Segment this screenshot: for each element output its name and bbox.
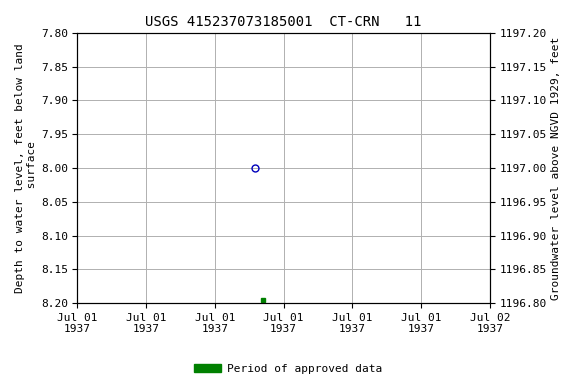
Title: USGS 415237073185001  CT-CRN   11: USGS 415237073185001 CT-CRN 11 — [146, 15, 422, 29]
Y-axis label: Groundwater level above NGVD 1929, feet: Groundwater level above NGVD 1929, feet — [551, 36, 561, 300]
Legend: Period of approved data: Period of approved data — [190, 359, 386, 379]
Y-axis label: Depth to water level, feet below land
 surface: Depth to water level, feet below land su… — [15, 43, 37, 293]
